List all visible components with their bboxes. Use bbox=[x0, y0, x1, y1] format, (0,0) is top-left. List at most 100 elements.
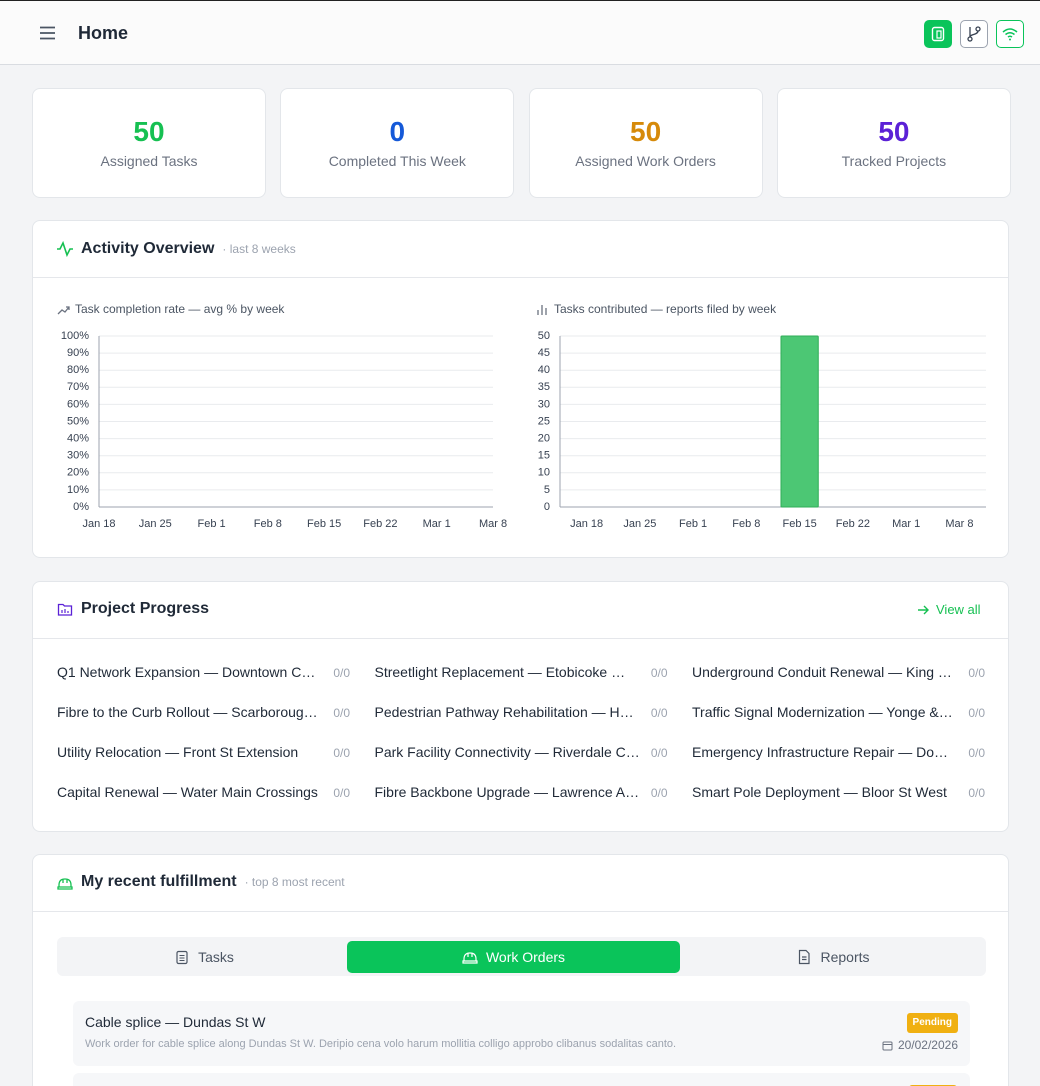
project-name[interactable]: Fibre to the Curb Rollout — Scarboroug… bbox=[57, 704, 318, 720]
card-header: Activity Overview · last 8 weeks bbox=[33, 221, 1008, 278]
status-badge: Pending bbox=[906, 1013, 958, 1033]
stat-card: 50 Assigned Tasks bbox=[32, 88, 266, 198]
chart-title: Task completion rate — avg % by week bbox=[75, 302, 285, 316]
project-progress: 0/0 bbox=[333, 666, 350, 680]
chart-icon bbox=[537, 305, 547, 315]
tab[interactable]: Tasks bbox=[61, 941, 347, 973]
project-progress: 0/0 bbox=[333, 786, 350, 800]
tab-label[interactable]: Work Orders bbox=[485, 949, 566, 965]
project-progress: 0/0 bbox=[650, 746, 668, 760]
project-name[interactable]: Q1 Network Expansion — Downtown C… bbox=[57, 664, 316, 680]
x-tick-label: Feb 8 bbox=[254, 518, 282, 530]
tab-icon bbox=[176, 950, 188, 965]
stat-label: Completed This Week bbox=[328, 153, 466, 169]
helmet-icon bbox=[57, 878, 73, 890]
project-progress: 0/0 bbox=[333, 746, 350, 760]
tab-icon bbox=[799, 949, 811, 965]
stat-value: 50 bbox=[878, 116, 910, 147]
item-card bbox=[73, 1073, 970, 1086]
project-name[interactable]: Traffic Signal Modernization — Yonge &… bbox=[692, 704, 953, 720]
y-tick-label: 10% bbox=[67, 484, 89, 496]
y-tick-label: 50 bbox=[538, 330, 550, 342]
x-tick-label: Jan 25 bbox=[623, 518, 656, 530]
subtitle: · top 8 most recent bbox=[244, 875, 345, 889]
x-tick-label: Mar 1 bbox=[892, 518, 920, 530]
card-header: Project Progress View all bbox=[33, 582, 1008, 639]
project-name[interactable]: Utility Relocation — Front St Extension bbox=[57, 744, 299, 760]
y-tick-label: 35 bbox=[538, 381, 550, 393]
x-tick-label: Jan 18 bbox=[82, 518, 115, 530]
tab[interactable]: Work Orders bbox=[347, 941, 680, 973]
x-tick-label: Feb 22 bbox=[836, 518, 870, 530]
tab-bar: Tasks Work Orders Reports bbox=[57, 937, 986, 976]
tab-icon bbox=[462, 952, 478, 964]
chart: Task completion rate — avg % by week 0% 10… bbox=[57, 302, 507, 530]
project-name[interactable]: Capital Renewal — Water Main Crossings bbox=[57, 784, 318, 800]
project-progress: 0/0 bbox=[650, 666, 668, 680]
y-tick-label: 5 bbox=[544, 484, 550, 496]
chart: Tasks contributed — reports filed by wee… bbox=[537, 302, 986, 530]
x-tick-label: Feb 1 bbox=[198, 518, 226, 530]
subtitle: · last 8 weeks bbox=[222, 242, 296, 256]
x-tick-label: Feb 15 bbox=[783, 518, 817, 530]
y-tick-label: 100% bbox=[61, 330, 89, 342]
x-tick-label: Mar 8 bbox=[479, 518, 507, 530]
y-tick-label: 10 bbox=[538, 467, 550, 479]
tab[interactable]: Reports bbox=[684, 941, 982, 973]
tab-label[interactable]: Reports bbox=[820, 949, 870, 965]
y-tick-label: 20% bbox=[67, 467, 89, 479]
project-name[interactable]: Streetlight Replacement — Etobicoke … bbox=[374, 664, 626, 680]
project-progress: 0/0 bbox=[968, 666, 985, 680]
x-tick-label: Feb 1 bbox=[679, 518, 707, 530]
wifi-button[interactable] bbox=[996, 20, 1024, 48]
y-tick-label: 70% bbox=[67, 381, 89, 393]
view-all-link[interactable]: View all bbox=[917, 602, 981, 617]
branch-button[interactable] bbox=[960, 20, 988, 48]
x-tick-label: Feb 8 bbox=[732, 518, 760, 530]
page-title: Home bbox=[78, 23, 129, 43]
stat-value: 0 bbox=[389, 116, 406, 147]
stat-card: 50 Assigned Work Orders bbox=[528, 88, 763, 198]
y-tick-label: 60% bbox=[67, 398, 89, 410]
y-tick-label: 40 bbox=[538, 364, 550, 376]
stat-label: Assigned Work Orders bbox=[575, 153, 716, 169]
top-bar: Home bbox=[0, 0, 1040, 65]
project-progress: 0/0 bbox=[650, 706, 668, 720]
project-progress: 0/0 bbox=[968, 786, 985, 800]
y-tick-label: 40% bbox=[67, 433, 89, 445]
stat-card: 0 Completed This Week bbox=[280, 88, 515, 198]
stat-card: 50 Tracked Projects bbox=[776, 88, 1011, 198]
project-name[interactable]: Smart Pole Deployment — Bloor St West bbox=[692, 784, 947, 800]
chart-title: Tasks contributed — reports filed by wee… bbox=[554, 302, 777, 316]
device-button[interactable] bbox=[924, 20, 952, 48]
x-tick-label: Mar 8 bbox=[945, 518, 973, 530]
tab-label[interactable]: Tasks bbox=[198, 949, 234, 965]
project-progress: 0/0 bbox=[968, 706, 985, 720]
y-tick-label: 0% bbox=[73, 501, 89, 513]
y-tick-label: 30 bbox=[538, 398, 550, 410]
link-text[interactable]: View all bbox=[936, 602, 981, 617]
project-progress: 0/0 bbox=[333, 706, 350, 720]
x-tick-label: Jan 18 bbox=[570, 518, 603, 530]
project-name[interactable]: Park Facility Connectivity — Riverdale C… bbox=[374, 744, 640, 760]
project-name[interactable]: Emergency Infrastructure Repair — Do… bbox=[692, 744, 948, 760]
date-text: 20/02/2026 bbox=[897, 1038, 958, 1052]
fulfillment-card: My recent fulfillment · top 8 most recent… bbox=[32, 854, 1009, 1086]
x-tick-label: Feb 15 bbox=[307, 518, 341, 530]
projects-card: Project Progress View all Q1 Network Exp… bbox=[32, 581, 1009, 832]
y-tick-label: 45 bbox=[538, 347, 550, 359]
title-text: Activity Overview bbox=[81, 240, 215, 257]
project-name[interactable]: Fibre Backbone Upgrade — Lawrence A… bbox=[374, 784, 640, 800]
y-tick-label: 20 bbox=[538, 433, 550, 445]
project-name[interactable]: Underground Conduit Renewal — King … bbox=[692, 664, 952, 680]
stat-label: Assigned Tasks bbox=[100, 153, 198, 169]
title-text: My recent fulfillment bbox=[81, 873, 237, 890]
y-tick-label: 25 bbox=[538, 415, 550, 427]
y-tick-label: 90% bbox=[67, 347, 89, 359]
activity-icon bbox=[57, 241, 73, 257]
menu-button[interactable] bbox=[39, 26, 56, 40]
project-name[interactable]: Pedestrian Pathway Rehabilitation — H… bbox=[374, 704, 634, 720]
x-tick-label: Mar 1 bbox=[423, 518, 451, 530]
item-card[interactable]: Cable splice — Dundas St W Work order for… bbox=[73, 1001, 970, 1066]
stat-label: Tracked Projects bbox=[841, 153, 947, 169]
